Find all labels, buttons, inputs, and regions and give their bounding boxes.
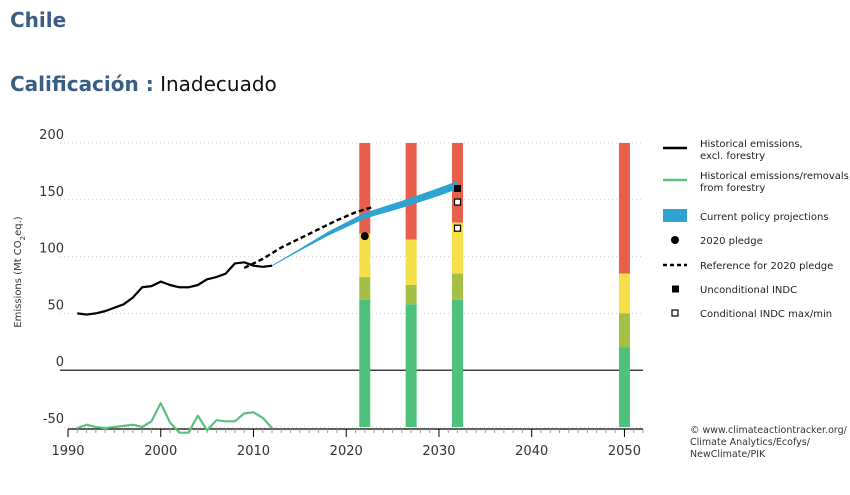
rating-bar-segment (405, 304, 417, 427)
rating-line: Calificación : Inadecuado (10, 72, 277, 96)
legend-label: Unconditional INDC (700, 285, 797, 296)
x-tick-label: 2030 (422, 444, 455, 459)
y-tick-label: 50 (47, 298, 64, 313)
legend-label: Reference for 2020 pledge (700, 261, 833, 272)
legend-swatch (672, 285, 679, 293)
rating-bar-segment (618, 273, 630, 314)
y-tick-label: 0 (56, 355, 64, 370)
y-axis-label: Emissions (Mt CO2eq.) (13, 216, 27, 328)
country-title: Chile (10, 8, 67, 32)
x-tick-label: 2000 (144, 444, 177, 459)
legend-swatch (671, 236, 679, 244)
legend-label: Conditional INDC max/min (700, 309, 832, 320)
rating-label: Calificación : (10, 72, 154, 96)
legend-label: 2020 pledge (700, 236, 763, 247)
rating-bar-segment (359, 299, 371, 427)
reference-pledge-line (243, 205, 375, 270)
conditional-indc-marker (453, 198, 462, 206)
unconditional-indc-marker (454, 184, 462, 192)
rating-bar-segment (618, 143, 630, 274)
rating-value: Inadecuado (160, 72, 277, 96)
credit-line: © www.climateactiontracker.org/ (690, 425, 848, 436)
rating-bar-segment (452, 222, 464, 274)
pledge-2020-marker (360, 232, 369, 241)
credit-line: NewClimate/PIK (690, 449, 766, 460)
legend-swatch (663, 209, 687, 222)
x-tick-label: 1990 (51, 444, 84, 459)
y-tick-label: 150 (39, 185, 64, 200)
legend-label: Historical emissions, (700, 139, 803, 150)
y-tick-label: 200 (39, 128, 64, 143)
rating-bar-segment (405, 143, 417, 240)
legend-label: Historical emissions/removals, (700, 171, 850, 182)
rating-bar-segment (618, 313, 630, 348)
rating-bar-segment (452, 299, 464, 427)
x-tick-label: 2010 (237, 444, 270, 459)
rating-bar-segment (359, 233, 371, 278)
rating-bar-segment (359, 277, 371, 300)
rating-bar-segment (452, 273, 464, 300)
x-tick-label: 2040 (515, 444, 548, 459)
rating-bar-segment (618, 347, 630, 427)
x-tick-label: 2020 (330, 444, 363, 459)
conditional-indc-marker (453, 224, 462, 232)
legend-label: Current policy projections (700, 212, 829, 223)
x-tick-label: 2050 (608, 444, 641, 459)
legend-swatch (671, 309, 679, 317)
legend-label-line2: excl. forestry (700, 151, 765, 162)
historical-emissions-line (77, 261, 273, 316)
credit-line: Climate Analytics/Ecofys/ (690, 437, 811, 448)
rating-bar-segment (405, 239, 417, 285)
rating-bar-segment (359, 143, 371, 234)
y-tick-label: -50 (43, 412, 64, 427)
forestry-line (76, 402, 273, 434)
current-policy-band (272, 181, 458, 267)
y-tick-label: 100 (39, 242, 64, 257)
legend-label-line2: from forestry (700, 183, 765, 194)
rating-bar-segment (405, 285, 417, 305)
credit-text: © www.climateactiontracker.org/Climate A… (690, 425, 848, 460)
